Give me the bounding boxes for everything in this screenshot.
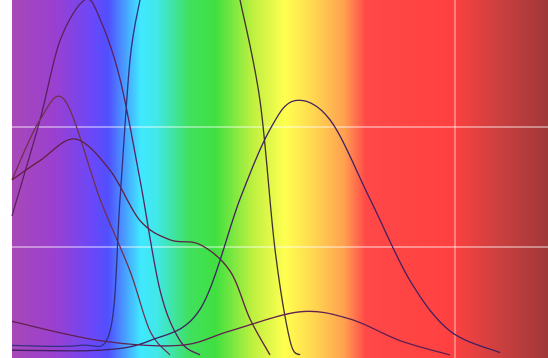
spectral-curve bbox=[11, 95, 171, 356]
spectrum-background bbox=[12, 0, 548, 358]
spectral-curve bbox=[11, 0, 141, 348]
spectral-curve bbox=[239, 0, 301, 356]
spectral-curve bbox=[11, 0, 201, 356]
spectral-curve bbox=[11, 138, 271, 356]
spectral-curve bbox=[11, 310, 451, 356]
spectral-curve bbox=[11, 99, 501, 354]
